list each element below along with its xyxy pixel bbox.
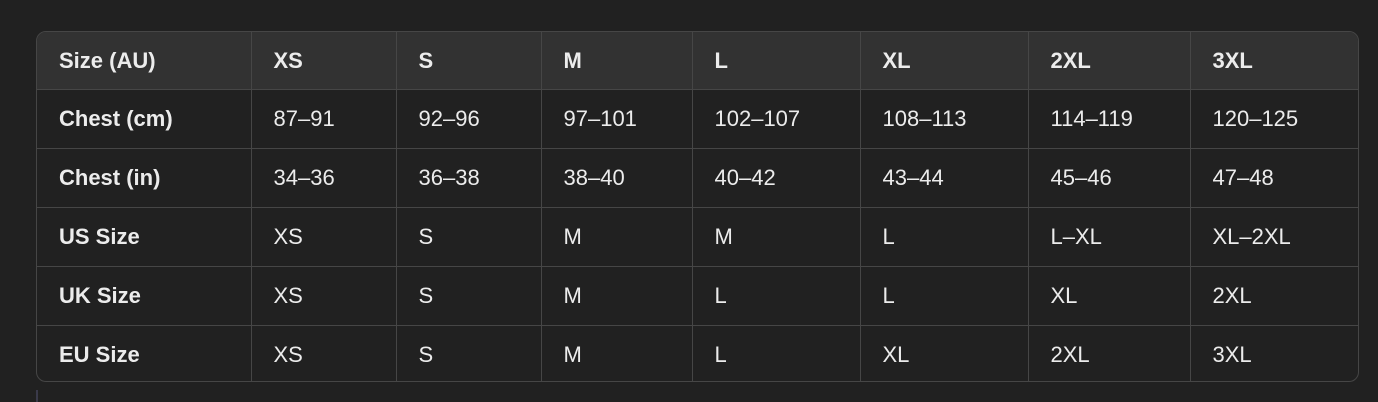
table-cell: S — [396, 325, 542, 381]
table-cell: 38–40 — [541, 148, 693, 208]
table-cell: 97–101 — [541, 89, 693, 149]
table-cell: S — [396, 207, 542, 267]
table-cell: 3XL — [1212, 342, 1252, 367]
table-cell: XL–2XL — [1190, 207, 1358, 267]
row-label: US Size — [37, 207, 252, 267]
table-header-row: Size (AU) XS S M L XL 2XL 3XL — [37, 32, 1358, 90]
table-cell: 47–48 — [1190, 148, 1358, 208]
column-header: XL — [860, 32, 1029, 90]
table-cell: 36–38 — [396, 148, 542, 208]
table-cell: M — [541, 325, 693, 381]
scroll-indicator — [36, 390, 38, 402]
table-cell: 87–91 — [251, 89, 397, 149]
table-cell: L — [692, 266, 861, 326]
table-cell: L–XL — [1028, 207, 1191, 267]
table-cell: XS — [251, 266, 397, 326]
table-cell: M — [541, 207, 693, 267]
table-cell: 40–42 — [692, 148, 861, 208]
table-cell: 120–125 — [1190, 89, 1358, 149]
column-header: Size (AU) — [37, 32, 252, 90]
table-cell: 108–113 — [860, 89, 1029, 149]
table-cell: L — [860, 266, 1029, 326]
table-cell: 2XL — [1028, 325, 1191, 381]
row-label: EU Size — [37, 325, 252, 381]
row-label: UK Size — [37, 266, 252, 326]
column-header: L — [692, 32, 861, 90]
row-label: Chest (in) — [37, 148, 252, 208]
column-header: S — [396, 32, 542, 90]
table-cell: XS — [251, 207, 397, 267]
table-cell: 102–107 — [692, 89, 861, 149]
column-header: XS — [251, 32, 397, 90]
table-cell: XL — [860, 325, 1029, 381]
table-cell: 34–36 — [251, 148, 397, 208]
table-cell: 114–119 — [1028, 89, 1191, 149]
table-cell: M — [692, 207, 861, 267]
column-header: 2XL — [1028, 32, 1191, 90]
column-header: M — [541, 32, 693, 90]
table-cell: L — [860, 207, 1029, 267]
table-cell: 45–46 — [1028, 148, 1191, 208]
table-row: EU Size XS S M L XL 2XL 3XL — [37, 325, 1358, 381]
table-row: Chest (in) 34–36 36–38 38–40 40–42 43–44 45–46… — [37, 148, 1358, 208]
table-cell: M — [541, 266, 693, 326]
size-chart-table: Size (AU) XS S M L XL 2XL 3XL Chest (cm) 87–91 92… — [37, 32, 1358, 381]
row-label: Chest (cm) — [37, 89, 252, 149]
table-cell: 2XL — [1190, 266, 1358, 326]
table-row: US Size XS S M M L L–XL XL–2XL — [37, 207, 1358, 267]
table-cell: L — [692, 325, 861, 381]
table-row: UK Size XS S M L L XL 2XL — [37, 266, 1358, 326]
table-cell: S — [396, 266, 542, 326]
table-cell: 43–44 — [860, 148, 1029, 208]
table-cell: XL — [1028, 266, 1191, 326]
size-chart-table-container: Size (AU) XS S M L XL 2XL 3XL Chest (cm) 87–91 92… — [36, 31, 1359, 382]
table-row: Chest (cm) 87–91 92–96 97–101 102–107 108–113… — [37, 89, 1358, 149]
column-header: 3XL — [1190, 32, 1358, 90]
table-cell: 92–96 — [396, 89, 542, 149]
table-cell: XS — [251, 325, 397, 381]
